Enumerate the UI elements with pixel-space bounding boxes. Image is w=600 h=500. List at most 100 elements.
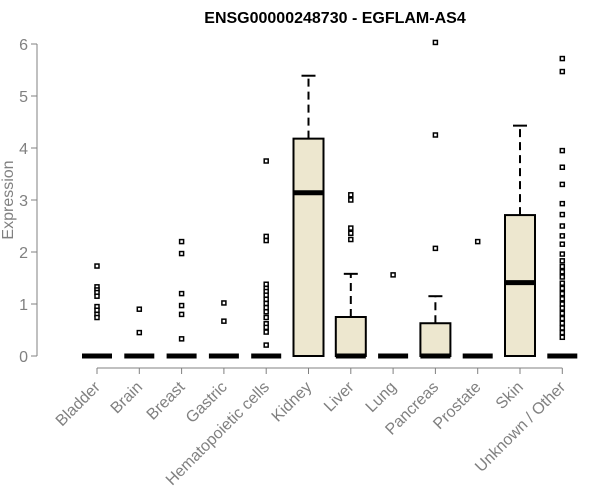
outlier-point [263,342,269,348]
x-tick-label: Kidney [269,379,316,426]
outlier-point [432,132,439,138]
outlier-point [559,181,566,188]
outlier-point [559,296,566,302]
outlier-point [263,304,269,311]
outlier-point [432,245,439,252]
y-tick-label: 2 [19,245,28,262]
box-group [208,300,239,359]
outlier-point [559,211,566,218]
outlier-point [559,200,566,207]
outlier-point [348,230,354,237]
y-axis-label: Expression [0,160,17,239]
outlier-point [474,238,481,245]
y-tick-label: 4 [19,141,28,158]
outlier-point [559,290,566,297]
outlier-point [178,311,185,318]
outlier-point [263,292,269,298]
outlier-point [178,302,185,309]
y-tick-label: 5 [19,89,28,106]
chart-title: ENSG00000248730 - EGFLAM-AS4 [204,10,466,27]
outlier-point [559,315,566,322]
y-tick-label: 3 [19,193,28,210]
y-tick-label: 1 [19,297,28,314]
x-tick-label: Skin [493,379,527,413]
box-group [462,238,493,359]
outlier-point [559,280,566,286]
outlier-point [263,233,269,240]
outlier-point [263,309,269,315]
y-tick-label: 6 [19,37,28,54]
outlier-point [263,281,269,287]
outlier-point [559,329,566,336]
outlier-point [559,251,566,257]
x-tick-label: Bladder [53,378,104,429]
box-iqr [419,322,452,357]
box-group [334,192,367,359]
outlier-point [432,39,439,46]
outlier-point [559,320,566,326]
outlier-point [390,272,396,278]
outlier-point [559,310,566,317]
outlier-point [559,55,566,62]
outlier-point [221,318,227,324]
outlier-point [559,258,566,264]
outlier-point [94,263,100,269]
box-group [547,55,578,359]
box-iqr [292,137,325,357]
box-group [82,263,112,359]
outlier-point [178,336,185,342]
outlier-point [559,274,566,280]
outlier-point [94,314,100,321]
x-tick-label: Prostate [430,379,484,433]
x-tick-label: Breast [144,378,189,423]
outlier-point [94,307,100,313]
outlier-point [263,237,269,244]
outlier-point [348,236,354,243]
outlier-point [559,68,566,75]
outlier-point [263,300,269,307]
outlier-point [221,300,227,306]
outlier-point [559,223,566,229]
outlier-point [348,192,354,198]
outlier-point [559,334,566,341]
outlier-point [559,301,566,307]
outlier-point [559,305,566,311]
outlier-point [559,285,566,292]
outlier-point [559,233,566,239]
box-group [292,74,325,357]
box-iqr [334,316,367,357]
x-tick-label: Liver [321,378,358,415]
outlier-point [94,293,100,299]
outlier-point [263,329,269,335]
box-iqr [504,214,536,357]
boxes [82,39,578,359]
outlier-point [263,324,269,331]
y-tick-label: 0 [19,349,28,366]
outlier-point [178,238,185,245]
outlier-point [559,164,566,170]
outlier-point [263,314,269,321]
box-group [419,39,452,359]
outlier-point [559,241,566,247]
outlier-point [559,147,566,154]
outlier-point [348,225,354,231]
outlier-point [178,250,185,257]
outlier-point [136,329,143,336]
outlier-point [263,296,269,303]
box-group [166,238,197,359]
outlier-point [559,269,566,275]
box-group [378,272,409,359]
outlier-point [559,263,566,270]
y-axis: 0 1 2 3 4 5 6 [19,37,38,366]
x-tick-label: Brain [108,379,146,417]
outlier-point [559,325,566,331]
x-tick-label: Lung [363,379,400,416]
outlier-point [178,290,185,297]
outlier-point [263,158,269,164]
box-group [504,124,536,357]
outlier-point [348,197,354,203]
box-group [251,158,282,359]
box-group [124,306,155,359]
